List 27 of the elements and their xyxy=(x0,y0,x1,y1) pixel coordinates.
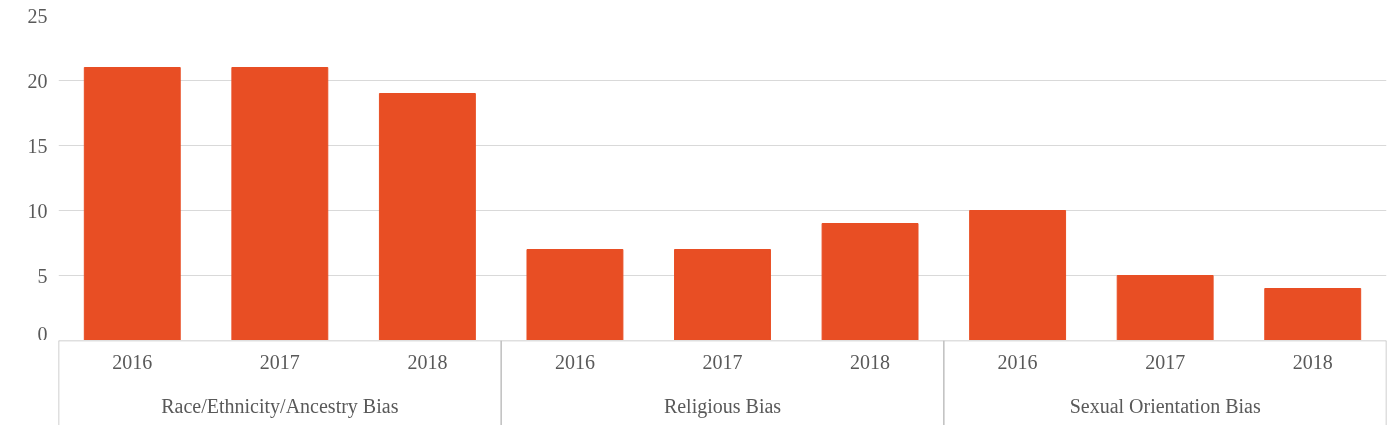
text: Religious Bias xyxy=(663,395,782,419)
bar xyxy=(526,249,624,340)
text: Sexual Orientation Bias xyxy=(1069,395,1261,418)
bar xyxy=(231,67,329,340)
bar xyxy=(378,93,476,340)
bar xyxy=(821,223,919,340)
x-tick-label: 2016 xyxy=(554,350,595,373)
y-tick-label: 20 xyxy=(27,69,48,92)
x-tick-label: 2017 xyxy=(1145,350,1186,373)
x-tick-label: 2018 xyxy=(407,350,448,373)
bar xyxy=(969,210,1067,340)
bar xyxy=(1264,288,1362,340)
y-tick-label: 25 xyxy=(27,4,48,27)
x-tick-label: 2016 xyxy=(112,350,153,373)
x-tick-label: 2016 xyxy=(997,350,1038,373)
bar xyxy=(674,249,771,340)
y-tick-label: 5 xyxy=(37,264,48,287)
x-tick-label: 2017 xyxy=(259,350,300,373)
x-tick-label: 2017 xyxy=(702,350,743,373)
text: Race/Ethnicity/Ancestry Bias xyxy=(161,395,399,419)
bar xyxy=(83,67,181,340)
x-tick-label: 2018 xyxy=(850,350,891,373)
y-tick-label: 10 xyxy=(27,199,48,222)
y-tick-label: 0 xyxy=(37,322,48,345)
bar xyxy=(1116,275,1214,340)
x-tick-label: 2018 xyxy=(1292,350,1333,373)
y-tick-label: 15 xyxy=(27,134,48,157)
